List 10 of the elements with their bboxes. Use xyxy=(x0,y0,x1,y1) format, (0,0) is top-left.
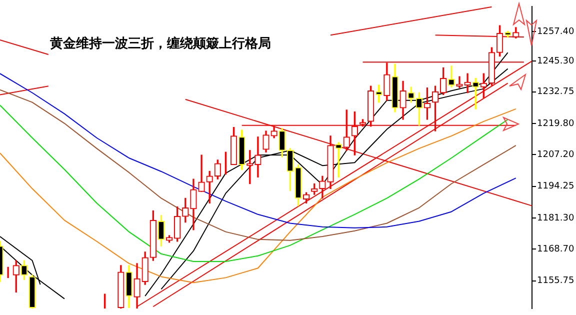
y-tick-label: 1245.30 xyxy=(537,56,574,66)
text: 黄金维持一波三折，缠绕颠簸上行格局 xyxy=(49,35,271,52)
y-tick-label: 1155.75 xyxy=(537,276,574,286)
y-tick-label: 1232.75 xyxy=(537,87,574,98)
y-tick-label: 1168.70 xyxy=(537,244,574,254)
y-tick-label: 1194.25 xyxy=(537,182,574,192)
y-tick-label: 1219.80 xyxy=(537,118,574,129)
y-tick-label: 1181.30 xyxy=(537,213,574,224)
y-tick-label: 1257.40 xyxy=(537,26,574,37)
y-tick-label: 1207.20 xyxy=(537,150,574,160)
